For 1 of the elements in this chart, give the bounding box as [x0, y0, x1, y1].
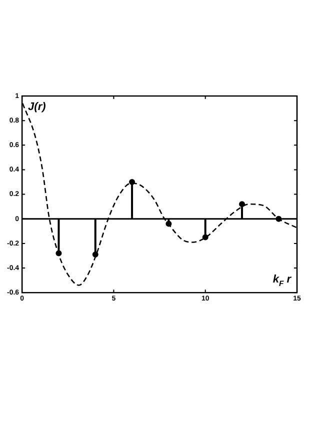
y-axis-title: J(r): [28, 101, 46, 113]
